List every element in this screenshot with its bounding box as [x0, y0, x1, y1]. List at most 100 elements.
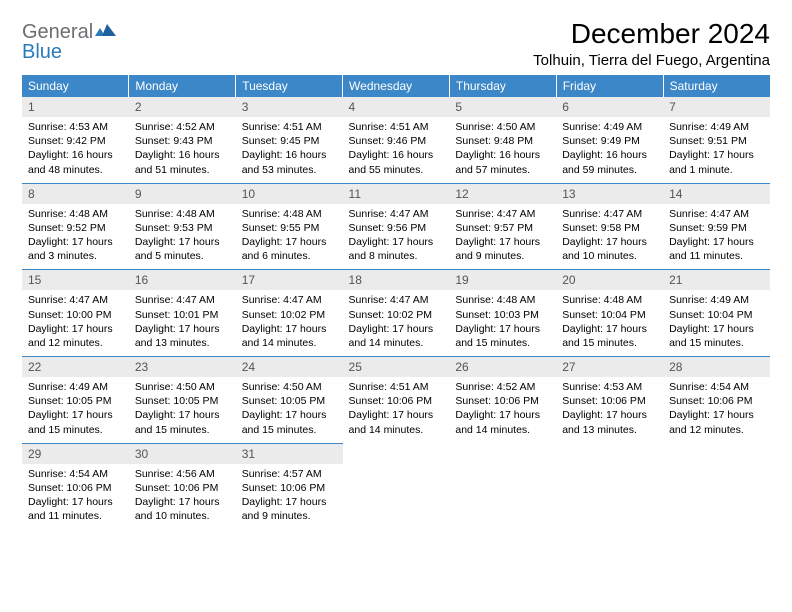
day-number: 9 [129, 184, 236, 204]
day-info-line: Sunrise: 4:47 AM [135, 293, 230, 307]
day-info-line: Sunset: 9:43 PM [135, 134, 230, 148]
day-info-line: Daylight: 17 hours [28, 495, 123, 509]
calendar-week-row: 15Sunrise: 4:47 AMSunset: 10:00 PMDaylig… [22, 269, 770, 356]
calendar-cell: 13Sunrise: 4:47 AMSunset: 9:58 PMDayligh… [556, 183, 663, 270]
day-info-line: Daylight: 17 hours [28, 322, 123, 336]
day-number: 2 [129, 97, 236, 117]
day-info-line: Sunrise: 4:48 AM [562, 293, 657, 307]
day-info-line: Sunset: 9:49 PM [562, 134, 657, 148]
day-info-line: and 9 minutes. [455, 249, 550, 263]
day-info-line: Daylight: 17 hours [669, 408, 764, 422]
day-info-line: Daylight: 17 hours [349, 235, 444, 249]
calendar-cell: 14Sunrise: 4:47 AMSunset: 9:59 PMDayligh… [663, 183, 770, 270]
day-info-line: Daylight: 17 hours [455, 322, 550, 336]
weekday-header: Saturday [663, 75, 770, 97]
day-info-line: and 15 minutes. [242, 423, 337, 437]
calendar-cell: 7Sunrise: 4:49 AMSunset: 9:51 PMDaylight… [663, 97, 770, 183]
day-info-line: and 14 minutes. [349, 423, 444, 437]
day-info-line: Sunset: 9:45 PM [242, 134, 337, 148]
day-info-line: and 10 minutes. [562, 249, 657, 263]
day-info-line: Sunset: 10:03 PM [455, 308, 550, 322]
day-info-line: and 14 minutes. [455, 423, 550, 437]
day-info-line: Sunrise: 4:48 AM [28, 207, 123, 221]
header: General Blue December 2024 Tolhuin, Tier… [22, 18, 770, 69]
day-info-line: Daylight: 17 hours [455, 408, 550, 422]
day-info-line: and 15 minutes. [28, 423, 123, 437]
day-info-line: Sunset: 9:42 PM [28, 134, 123, 148]
day-info-line: Sunrise: 4:47 AM [669, 207, 764, 221]
day-info-line: and 57 minutes. [455, 163, 550, 177]
day-info-line: Sunset: 10:06 PM [562, 394, 657, 408]
day-info-line: Sunset: 10:04 PM [669, 308, 764, 322]
calendar-cell: 15Sunrise: 4:47 AMSunset: 10:00 PMDaylig… [22, 269, 129, 356]
day-number: 8 [22, 184, 129, 204]
day-number: 17 [236, 270, 343, 290]
calendar-cell: 20Sunrise: 4:48 AMSunset: 10:04 PMDaylig… [556, 269, 663, 356]
day-number: 31 [236, 444, 343, 464]
day-info-line: Sunrise: 4:56 AM [135, 467, 230, 481]
day-info-line: and 11 minutes. [669, 249, 764, 263]
calendar-cell: 1Sunrise: 4:53 AMSunset: 9:42 PMDaylight… [22, 97, 129, 183]
calendar-cell: 18Sunrise: 4:47 AMSunset: 10:02 PMDaylig… [343, 269, 450, 356]
day-info-line: Sunset: 10:02 PM [349, 308, 444, 322]
day-info-line: and 12 minutes. [28, 336, 123, 350]
day-number: 27 [556, 357, 663, 377]
day-number: 23 [129, 357, 236, 377]
day-info-line: Sunset: 10:05 PM [28, 394, 123, 408]
day-info-line: Sunrise: 4:49 AM [669, 293, 764, 307]
day-info-line: Sunrise: 4:49 AM [28, 380, 123, 394]
day-info-line: Daylight: 17 hours [349, 408, 444, 422]
day-info-line: Sunset: 10:00 PM [28, 308, 123, 322]
calendar-cell: 31Sunrise: 4:57 AMSunset: 10:06 PMDaylig… [236, 443, 343, 530]
weekday-header-row: Sunday Monday Tuesday Wednesday Thursday… [22, 75, 770, 97]
day-info-line: and 53 minutes. [242, 163, 337, 177]
flag-icon [95, 21, 117, 43]
day-info-line: Daylight: 17 hours [669, 148, 764, 162]
day-info-line: Sunset: 10:06 PM [242, 481, 337, 495]
day-info-line: Daylight: 17 hours [349, 322, 444, 336]
day-info-line: Daylight: 16 hours [242, 148, 337, 162]
day-number: 18 [343, 270, 450, 290]
day-number: 24 [236, 357, 343, 377]
day-info-line: Daylight: 17 hours [242, 408, 337, 422]
day-info-line: Sunset: 9:56 PM [349, 221, 444, 235]
weekday-header: Tuesday [236, 75, 343, 97]
day-number: 11 [343, 184, 450, 204]
day-info-line: Daylight: 17 hours [135, 235, 230, 249]
day-info-line: Sunset: 9:57 PM [455, 221, 550, 235]
weekday-header: Monday [129, 75, 236, 97]
calendar-cell: 3Sunrise: 4:51 AMSunset: 9:45 PMDaylight… [236, 97, 343, 183]
day-info-line: and 12 minutes. [669, 423, 764, 437]
calendar-cell [449, 443, 556, 530]
day-info-line: Daylight: 17 hours [669, 235, 764, 249]
calendar-week-row: 1Sunrise: 4:53 AMSunset: 9:42 PMDaylight… [22, 97, 770, 183]
day-info-line: Sunset: 10:06 PM [28, 481, 123, 495]
day-info-line: and 48 minutes. [28, 163, 123, 177]
day-info-line: Sunset: 9:58 PM [562, 221, 657, 235]
day-info-line: Daylight: 16 hours [562, 148, 657, 162]
day-number: 3 [236, 97, 343, 117]
day-info-line: and 15 minutes. [562, 336, 657, 350]
calendar-cell: 8Sunrise: 4:48 AMSunset: 9:52 PMDaylight… [22, 183, 129, 270]
day-number: 1 [22, 97, 129, 117]
calendar-cell: 6Sunrise: 4:49 AMSunset: 9:49 PMDaylight… [556, 97, 663, 183]
calendar-cell [556, 443, 663, 530]
weekday-header: Friday [556, 75, 663, 97]
day-info-line: Sunrise: 4:49 AM [669, 120, 764, 134]
logo-word-blue: Blue [22, 41, 62, 63]
calendar-cell: 19Sunrise: 4:48 AMSunset: 10:03 PMDaylig… [449, 269, 556, 356]
day-info-line: Sunrise: 4:54 AM [669, 380, 764, 394]
day-info-line: Sunrise: 4:51 AM [349, 380, 444, 394]
day-number: 4 [343, 97, 450, 117]
calendar-cell: 22Sunrise: 4:49 AMSunset: 10:05 PMDaylig… [22, 356, 129, 443]
calendar-cell: 11Sunrise: 4:47 AMSunset: 9:56 PMDayligh… [343, 183, 450, 270]
day-number: 6 [556, 97, 663, 117]
day-info-line: and 8 minutes. [349, 249, 444, 263]
location: Tolhuin, Tierra del Fuego, Argentina [533, 52, 770, 69]
day-info-line: Daylight: 16 hours [455, 148, 550, 162]
calendar-cell: 25Sunrise: 4:51 AMSunset: 10:06 PMDaylig… [343, 356, 450, 443]
day-info-line: and 6 minutes. [242, 249, 337, 263]
day-info-line: Sunset: 10:05 PM [242, 394, 337, 408]
day-number: 21 [663, 270, 770, 290]
day-info-line: Sunrise: 4:47 AM [455, 207, 550, 221]
